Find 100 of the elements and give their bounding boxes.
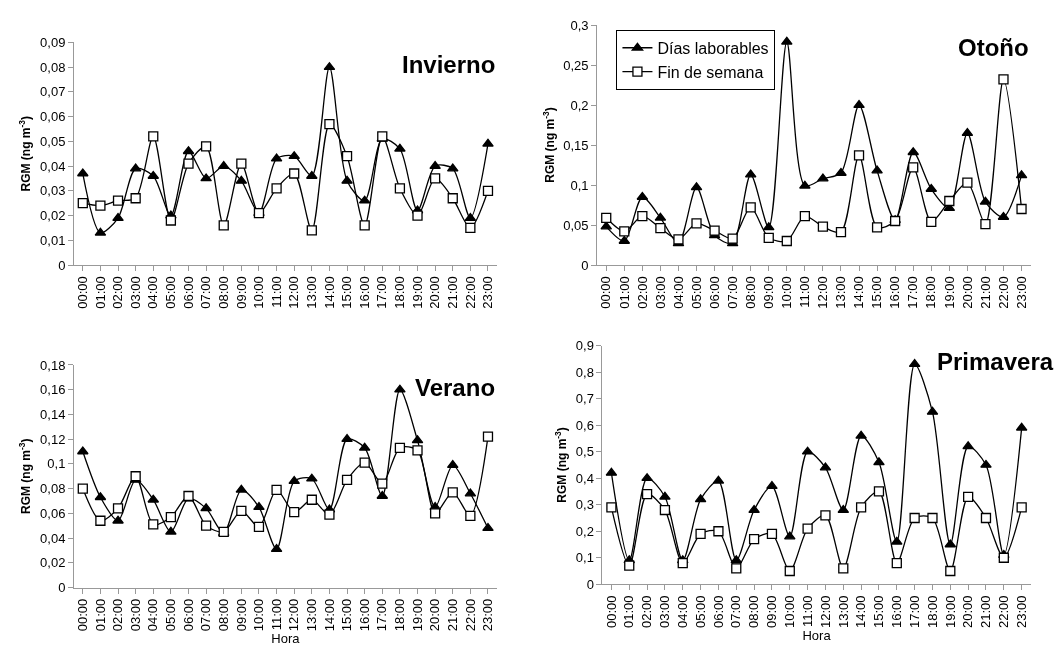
- y-tick-label: 0,16: [40, 382, 66, 398]
- x-tick-label: 00:00: [75, 598, 91, 632]
- x-tick-label: 07:00: [198, 598, 214, 632]
- y-tick-label: 0,5: [575, 444, 594, 460]
- y-tick-label: 0,7: [575, 391, 594, 407]
- x-tick-label: 22:00: [462, 276, 478, 309]
- y-tick-label: 0,9: [575, 338, 594, 354]
- x-tick-label: 19:00: [942, 595, 958, 629]
- x-tick-label: 20:00: [960, 595, 976, 629]
- x-tick-label: 14:00: [321, 598, 337, 632]
- x-tick-label: 16:00: [356, 276, 372, 309]
- y-tick-label: 0,08: [40, 481, 66, 497]
- x-axis-title: Hora: [271, 631, 301, 647]
- x-tick-label: 14:00: [321, 276, 337, 309]
- x-tick-label: 15:00: [339, 598, 355, 632]
- x-tick-label: 16:00: [356, 598, 372, 632]
- x-tick-label: 00:00: [603, 595, 619, 629]
- x-tick-label: 06:00: [706, 276, 722, 309]
- x-tick-label: 15:00: [869, 276, 885, 309]
- x-tick-label: 20:00: [427, 598, 443, 632]
- x-tick-label: 10:00: [779, 276, 795, 309]
- x-tick-label: 14:00: [853, 595, 869, 629]
- x-tick-label: 16:00: [887, 276, 903, 309]
- x-tick-label: 21:00: [977, 276, 993, 309]
- x-tick-label: 03:00: [652, 276, 668, 309]
- x-tick-label: 02:00: [110, 598, 126, 632]
- x-tick-label: 01:00: [92, 598, 108, 632]
- x-tick-label: 17:00: [905, 276, 921, 309]
- x-tick-label: 12:00: [286, 276, 302, 309]
- x-tick-label: 01:00: [92, 276, 108, 309]
- y-tick-label: 0,8: [575, 364, 594, 380]
- y-tick-label: 0,1: [47, 456, 66, 472]
- x-tick-label: 03:00: [127, 598, 143, 632]
- y-tick-label: 0,18: [40, 357, 66, 373]
- x-tick-label: 09:00: [760, 276, 776, 309]
- x-tick-label: 23:00: [1013, 595, 1029, 629]
- x-tick-label: 03:00: [127, 276, 143, 309]
- x-tick-label: 01:00: [616, 276, 632, 309]
- x-tick-label: 22:00: [462, 598, 478, 632]
- x-tick-label: 20:00: [959, 276, 975, 309]
- x-tick-label: 08:00: [742, 276, 758, 309]
- x-tick-label: 09:00: [764, 595, 780, 629]
- x-tick-label: 23:00: [480, 598, 496, 632]
- y-tick-label: 0: [58, 257, 66, 273]
- x-tick-label: 23:00: [1013, 276, 1029, 309]
- chart-title: Otoño: [958, 34, 1029, 61]
- x-tick-label: 05:00: [692, 595, 708, 629]
- x-tick-label: 14:00: [851, 276, 867, 309]
- legend-label: Fin de semana: [657, 63, 764, 81]
- y-tick-label: 0: [586, 576, 594, 592]
- x-tick-label: 16:00: [889, 595, 905, 629]
- x-tick-label: 02:00: [110, 276, 126, 309]
- x-tick-label: 17:00: [374, 276, 390, 309]
- x-tick-label: 04:00: [145, 276, 161, 309]
- x-tick-label: 00:00: [75, 276, 91, 309]
- y-tick-label: 0,1: [575, 550, 594, 566]
- y-tick-label: 0,3: [570, 17, 589, 33]
- x-tick-label: 05:00: [163, 598, 179, 632]
- y-tick-label: 0,05: [40, 133, 66, 149]
- x-tick-label: 10:00: [251, 276, 267, 309]
- x-tick-label: 12:00: [286, 598, 302, 632]
- x-tick-label: 06:00: [180, 598, 196, 632]
- y-tick-label: 0,15: [563, 137, 589, 153]
- x-tick-label: 09:00: [233, 598, 249, 632]
- x-tick-label: 17:00: [374, 598, 390, 632]
- x-tick-label: 13:00: [835, 595, 851, 629]
- chart-title: Verano: [415, 374, 496, 401]
- x-tick-label: 13:00: [833, 276, 849, 309]
- x-tick-label: 21:00: [444, 598, 460, 632]
- x-tick-label: 11:00: [268, 276, 284, 308]
- x-tick-label: 11:00: [797, 276, 813, 308]
- x-tick-label: 11:00: [799, 595, 815, 628]
- x-tick-label: 00:00: [598, 276, 614, 309]
- x-tick-label: 09:00: [233, 276, 249, 309]
- x-tick-label: 13:00: [304, 598, 320, 632]
- x-tick-label: 17:00: [906, 595, 922, 629]
- x-tick-label: 15:00: [339, 276, 355, 309]
- y-tick-label: 0,3: [575, 497, 594, 513]
- x-tick-label: 23:00: [480, 276, 496, 309]
- x-tick-label: 18:00: [924, 595, 940, 629]
- x-tick-label: 07:00: [724, 276, 740, 309]
- x-tick-label: 03:00: [657, 595, 673, 629]
- x-tick-label: 21:00: [978, 595, 994, 629]
- legend-label: Días laborables: [657, 40, 769, 57]
- y-tick-label: 0,04: [40, 158, 66, 174]
- x-tick-label: 05:00: [688, 276, 704, 309]
- x-tick-label: 22:00: [995, 276, 1011, 309]
- x-tick-label: 20:00: [427, 276, 443, 309]
- chart-title: Primavera: [937, 348, 1054, 375]
- x-tick-label: 19:00: [941, 276, 957, 309]
- y-tick-label: 0,07: [40, 84, 66, 100]
- x-tick-label: 21:00: [444, 276, 460, 309]
- x-tick-label: 11:00: [268, 598, 284, 631]
- x-tick-label: 15:00: [871, 595, 887, 629]
- x-tick-label: 08:00: [215, 276, 231, 309]
- x-tick-label: 10:00: [251, 598, 267, 632]
- x-tick-label: 12:00: [815, 276, 831, 309]
- y-tick-label: 0,4: [575, 470, 594, 486]
- x-tick-label: 04:00: [145, 598, 161, 632]
- y-tick-label: 0,2: [575, 523, 594, 539]
